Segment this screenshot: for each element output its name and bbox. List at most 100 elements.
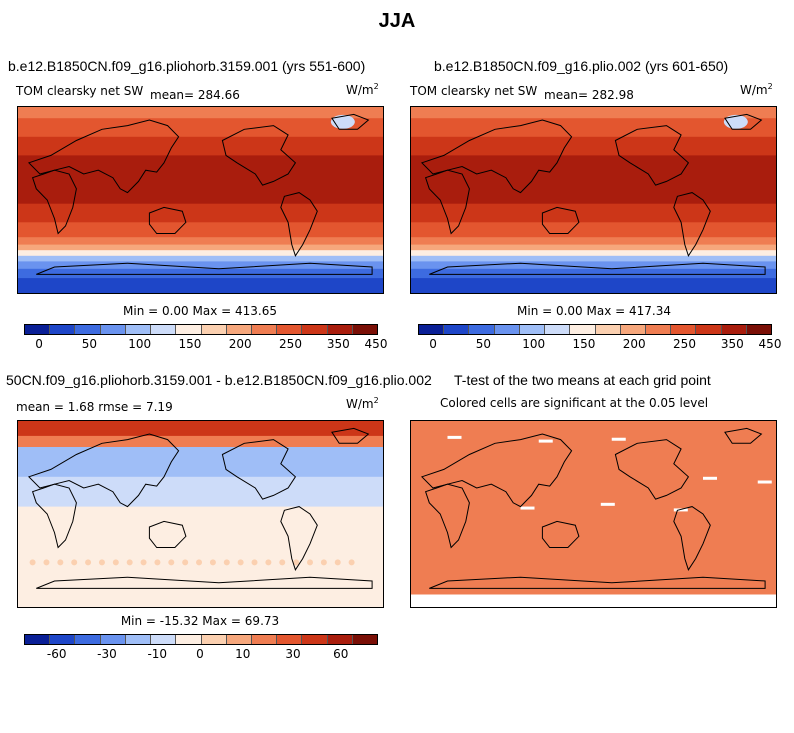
colorbar-swatch [302, 635, 328, 644]
colorbar-tick-label: 0 [35, 337, 43, 351]
coastline [614, 125, 690, 186]
panel4-subtitle: Colored cells are significant at the 0.0… [440, 396, 709, 410]
field-band [18, 261, 383, 270]
colorbar-swatch [277, 635, 303, 644]
coastline [331, 427, 370, 444]
coastline [31, 169, 77, 235]
field-band [411, 107, 776, 119]
panel3-minmax: Min = -15.32 Max = 69.73 [120, 614, 280, 628]
colorbar-swatch [519, 325, 546, 334]
colorbar-tick-label: 200 [622, 337, 646, 351]
difference-patch [237, 559, 244, 566]
field-band [18, 222, 383, 238]
colorbar-swatch [419, 325, 445, 334]
colorbar-swatch [151, 635, 177, 644]
field-band [18, 255, 383, 262]
colorbar-tick-label: 60 [333, 647, 349, 661]
difference-patch [209, 559, 216, 566]
colorbar-swatch [545, 325, 571, 334]
colorbar-swatch [25, 635, 51, 644]
coastline [673, 192, 711, 257]
colorbar-swatch [444, 325, 470, 334]
field-band [411, 155, 776, 205]
colorbar-tick-label: 150 [178, 337, 202, 351]
non-significant-cell [757, 480, 772, 484]
difference-patch [320, 559, 327, 566]
field-band [18, 118, 383, 138]
field-band [18, 421, 383, 437]
coastline [424, 169, 470, 235]
field-band [18, 447, 383, 478]
field-band [18, 155, 383, 205]
panel2-variable: TOM clearsky net SW [410, 84, 538, 98]
difference-patch [293, 559, 300, 566]
colorbar-swatch [469, 325, 495, 334]
colorbar-tick-label: 150 [572, 337, 596, 351]
colorbar-swatch [352, 635, 378, 644]
panel1-map [17, 106, 384, 294]
coastline [420, 119, 573, 194]
field-band [411, 222, 776, 238]
colorbar-swatch [570, 325, 596, 334]
field-band [411, 118, 776, 138]
colorbar-swatch [277, 325, 303, 334]
coastline [673, 506, 711, 571]
colorbar-swatch [100, 325, 126, 334]
difference-patch [126, 559, 133, 566]
coastline [724, 113, 763, 130]
difference-patch [223, 559, 230, 566]
coastline [724, 427, 763, 444]
field-band [411, 278, 776, 293]
colorbar-swatch [176, 635, 202, 644]
difference-patch [154, 559, 161, 566]
colorbar-tick-label: 450 [758, 337, 782, 351]
colorbar-swatch [620, 325, 646, 334]
colorbar-tick-label: 100 [128, 337, 152, 351]
coastline [148, 206, 187, 234]
field-band [411, 244, 776, 251]
colorbar-swatch [125, 325, 152, 334]
panel3-colorbar [24, 634, 378, 645]
field-band [18, 237, 383, 246]
difference-patch [29, 559, 36, 566]
panel1-colorbar [24, 324, 378, 335]
colorbar-swatch [721, 325, 747, 334]
non-significant-cell [520, 506, 535, 510]
colorbar-swatch [327, 635, 353, 644]
panel1-mean: mean= 284.66 [150, 88, 240, 102]
colorbar-tick-label: 50 [81, 337, 97, 351]
colorbar-tick-label: 0 [196, 647, 204, 661]
field-band [18, 136, 383, 156]
field-band [18, 435, 383, 448]
non-significant-cell [538, 439, 553, 443]
page-title: JJA [378, 10, 416, 32]
colorbar-swatch [226, 325, 252, 334]
panel4-map [410, 420, 777, 608]
coastline [541, 206, 580, 234]
field-band [18, 506, 383, 607]
colorbar-swatch [302, 325, 328, 334]
colorbar-swatch [176, 325, 202, 334]
colorbar-swatch [352, 325, 378, 334]
colorbar-tick-label: 10 [235, 647, 251, 661]
colorbar-swatch [125, 635, 152, 644]
field-band [411, 203, 776, 223]
non-significant-cell [611, 437, 626, 441]
colorbar-tick-label: 250 [279, 337, 302, 351]
field-band [411, 261, 776, 270]
non-significant-cell [447, 435, 462, 439]
difference-patch [140, 559, 147, 566]
coastline [424, 483, 470, 549]
difference-patch [334, 559, 341, 566]
panel2-units: W/m2 [740, 82, 773, 97]
colorbar-tick-label: 200 [228, 337, 252, 351]
difference-patch [71, 559, 78, 566]
colorbar-tick-label: 50 [475, 337, 491, 351]
field-band [411, 250, 776, 257]
colorbar-tick-label: -30 [97, 647, 117, 661]
field-band [411, 421, 776, 595]
non-significant-cell [703, 476, 717, 480]
difference-patch [112, 559, 119, 566]
panel1-units: W/m2 [346, 82, 379, 97]
colorbar-swatch [251, 325, 278, 334]
